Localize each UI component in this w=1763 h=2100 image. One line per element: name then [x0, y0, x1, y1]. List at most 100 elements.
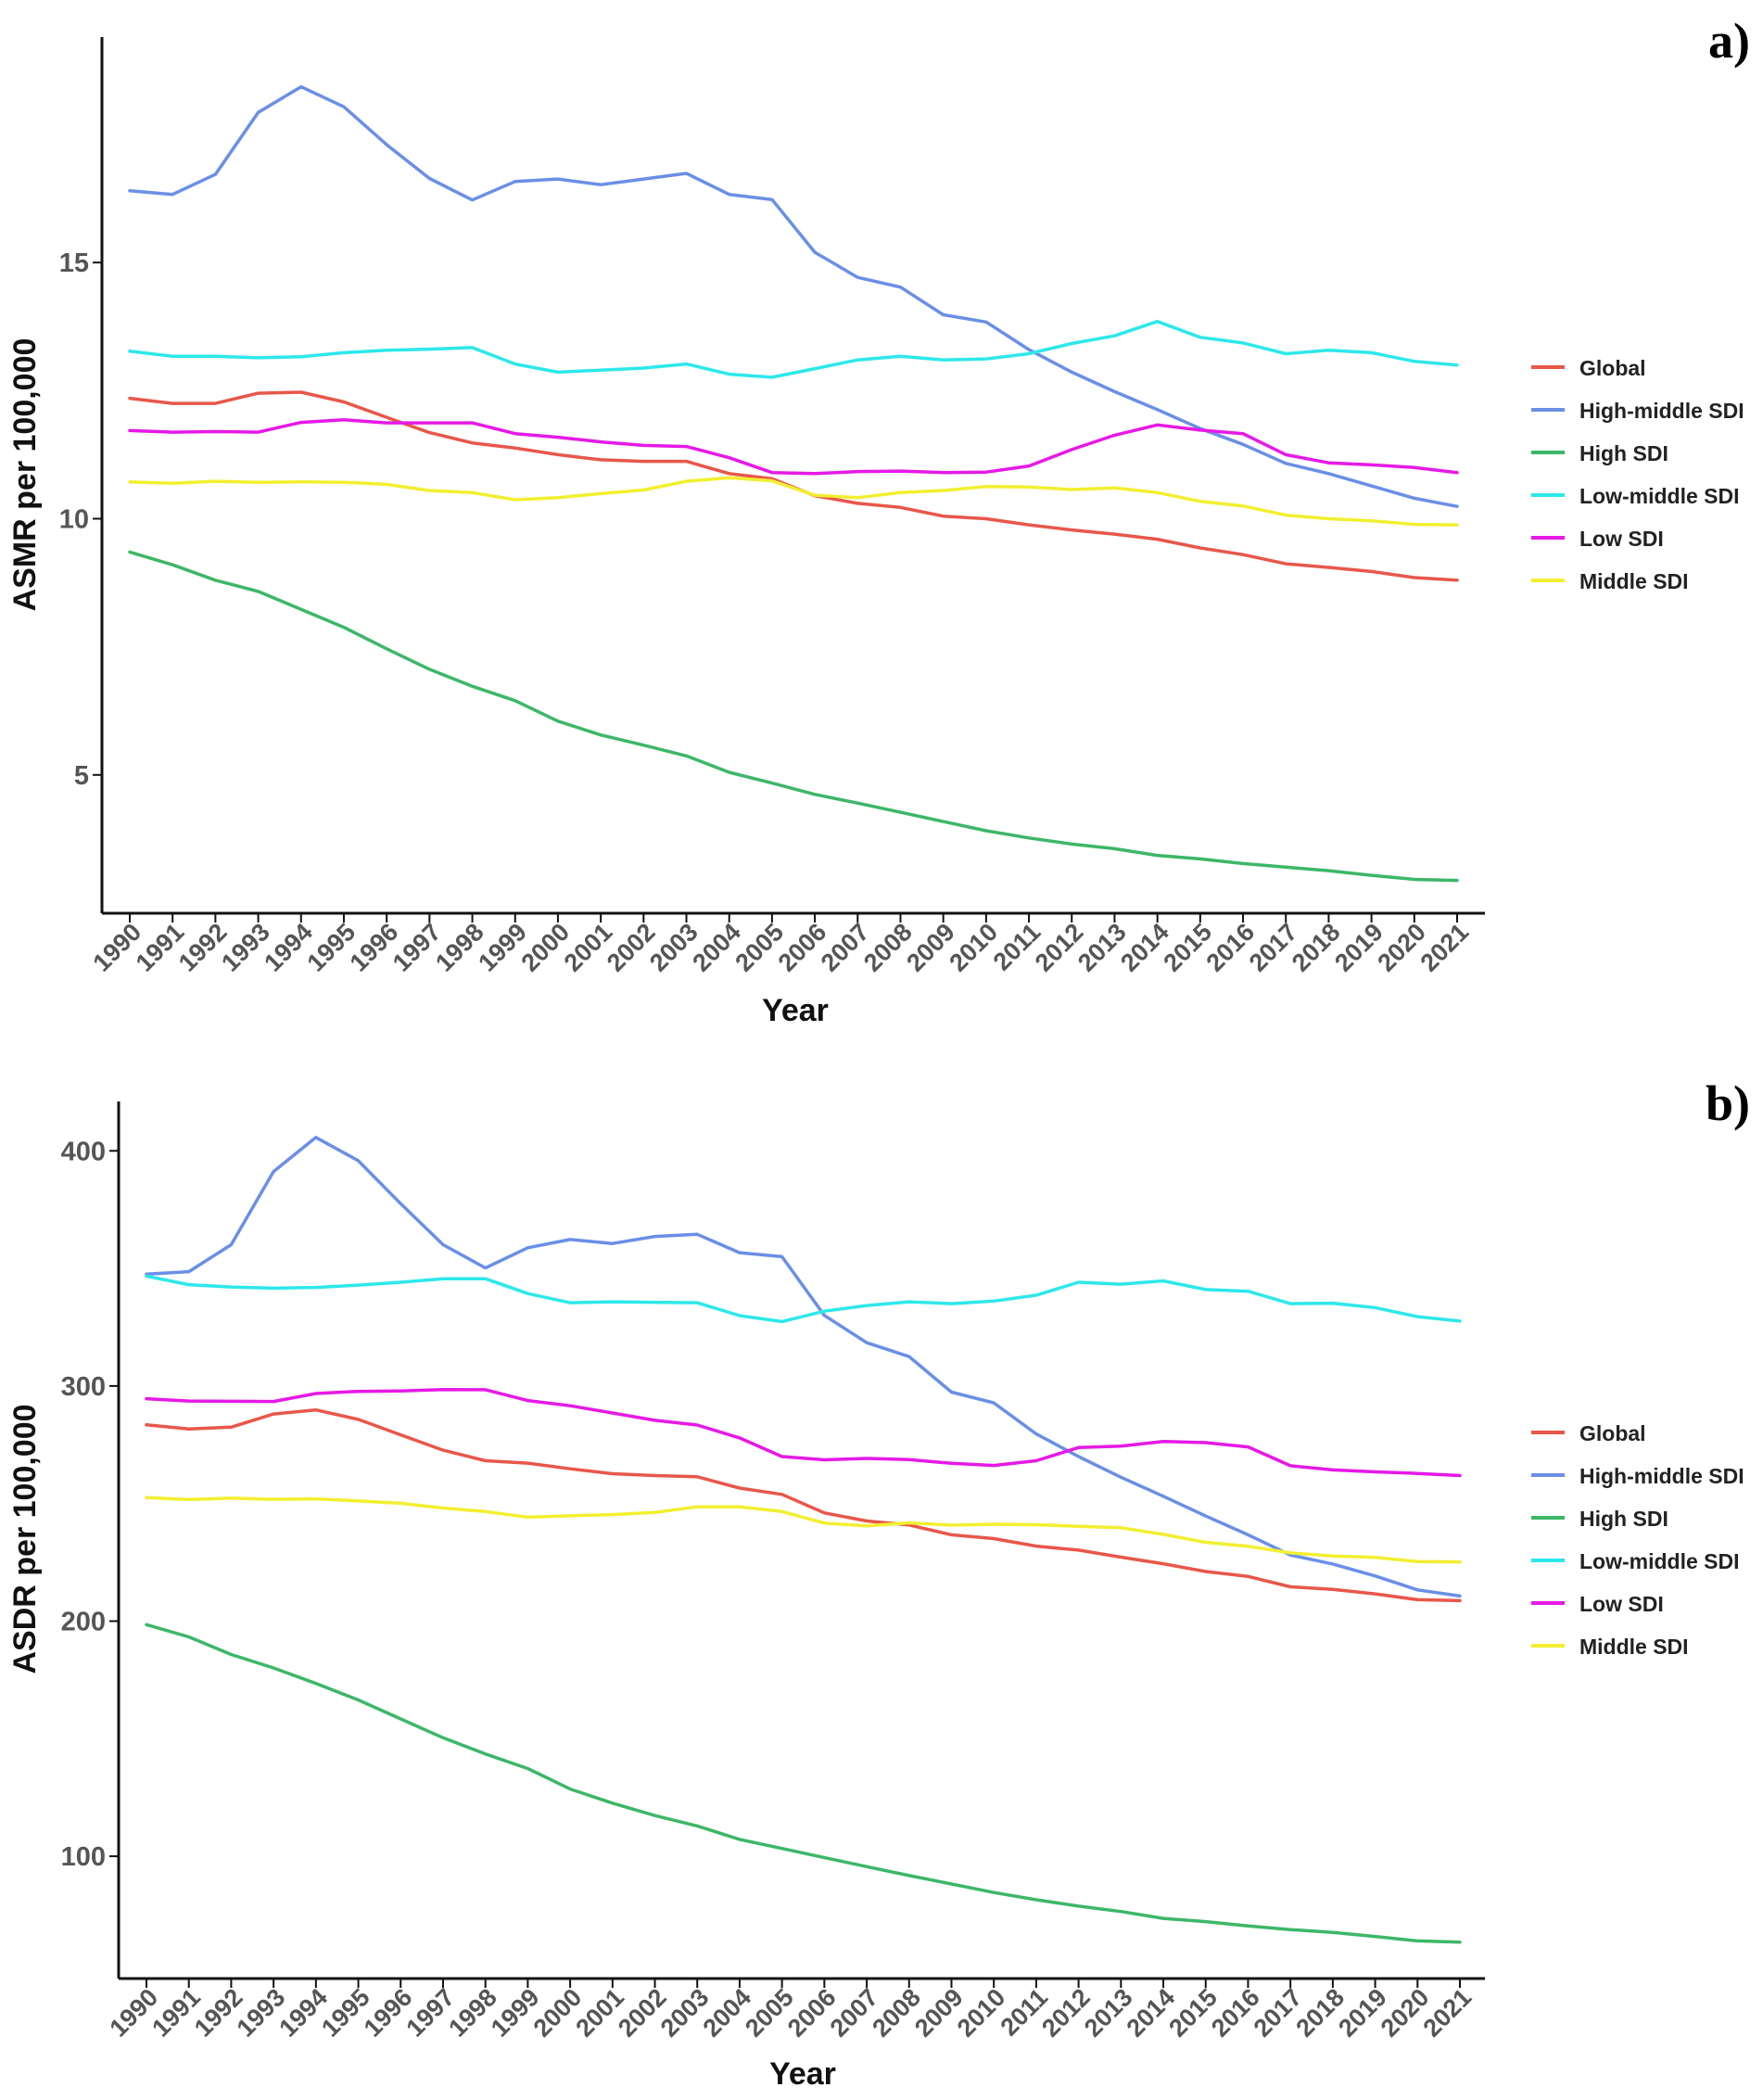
x-tick-label: 2015 — [1163, 1983, 1223, 2043]
x-tick-label: 2013 — [1079, 1983, 1138, 2043]
x-tick-label: 2014 — [1122, 1983, 1181, 2043]
x-tick-label: 2018 — [1290, 1983, 1350, 2043]
x-tick-label: 1997 — [401, 1983, 461, 2043]
panel-label: b) — [1706, 1075, 1750, 1131]
x-tick-label: 2002 — [602, 918, 661, 977]
x-tick-label: 2007 — [816, 918, 875, 977]
series-line-middle-sdi — [128, 476, 1459, 527]
legend-label: Low SDI — [1579, 1592, 1664, 1616]
x-tick-label: 1994 — [259, 918, 318, 977]
legend: Global High-middle SDI High SDI Low-middle … — [1531, 356, 1744, 593]
x-tick-label: 2021 — [1415, 918, 1475, 977]
y-tick-label: 100 — [61, 1842, 106, 1872]
series-line-global — [145, 1407, 1462, 1603]
legend: Global High-middle SDI High SDI Low-middle … — [1531, 1421, 1744, 1659]
y-tick-label: 300 — [61, 1372, 106, 1402]
x-tick-label: 2013 — [1072, 918, 1132, 977]
x-tick-label: 2016 — [1206, 1983, 1265, 2043]
x-tick-label: 2012 — [1030, 918, 1089, 977]
x-tick-label: 2019 — [1333, 1983, 1392, 2043]
x-tick-label: 2017 — [1249, 1983, 1308, 2043]
y-tick-label: 200 — [61, 1607, 106, 1636]
x-tick-label: 2001 — [559, 918, 618, 977]
x-tick-label: 2003 — [644, 918, 704, 977]
x-tick-label: 1996 — [345, 918, 404, 977]
legend-label: Middle SDI — [1579, 569, 1689, 593]
legend-label: High SDI — [1579, 1507, 1668, 1531]
x-tick-label: 1992 — [189, 1983, 248, 2043]
x-tick-label: 2010 — [952, 1983, 1011, 2043]
legend-label: Low-middle SDI — [1579, 484, 1740, 508]
x-tick-label: 2014 — [1115, 918, 1174, 977]
x-tick-label: 2018 — [1287, 918, 1346, 977]
series-line-low-middle-sdi — [128, 319, 1459, 379]
legend-label: High SDI — [1579, 441, 1668, 465]
x-tick-label: 1994 — [273, 1983, 333, 2043]
legend-label: Low SDI — [1579, 527, 1664, 551]
x-tick-label: 1991 — [131, 918, 190, 977]
x-tick-label: 2008 — [867, 1983, 926, 2043]
x-axis-title: Year — [769, 2056, 836, 2092]
x-tick-label: 2003 — [655, 1983, 715, 2043]
x-tick-label: 2002 — [613, 1983, 672, 2043]
y-tick-label: 5 — [74, 761, 89, 791]
chart-panel-b: 100 200 300 400 1990199119921993199419951996… — [7, 1075, 1750, 2092]
x-tick-label: 1990 — [88, 918, 147, 977]
x-tick-label: 1998 — [430, 918, 489, 977]
x-tick-label: 2008 — [858, 918, 918, 977]
legend-label: Middle SDI — [1579, 1635, 1689, 1659]
x-tick-label: 2020 — [1372, 918, 1431, 977]
x-tick-label: 2017 — [1244, 918, 1303, 977]
series-line-middle-sdi — [145, 1495, 1462, 1564]
x-tick-label: 1993 — [216, 918, 275, 977]
series-line-low-sdi — [128, 418, 1459, 476]
legend-label: High-middle SDI — [1579, 1464, 1744, 1488]
x-tick-label: 2007 — [825, 1983, 884, 2043]
x-tick-label: 2006 — [782, 1983, 842, 2043]
x-tick-label: 1997 — [387, 918, 447, 977]
legend-label: Global — [1579, 1421, 1646, 1445]
y-axis-title: ASDR per 100,000 — [7, 1404, 43, 1674]
x-tick-label: 1990 — [105, 1983, 164, 2043]
x-tick-label: 1995 — [302, 918, 361, 977]
series-line-low-middle-sdi — [145, 1274, 1462, 1324]
x-tick-label: 2005 — [729, 918, 789, 977]
x-tick-label: 2004 — [697, 1983, 756, 2043]
x-tick-label: 2011 — [988, 918, 1046, 976]
chart-panel-a: 5101519901991199219931994199519961997199… — [7, 13, 1750, 1028]
y-tick-label: 400 — [61, 1137, 106, 1166]
x-tick-label: 1991 — [146, 1983, 206, 2043]
y-tick-label: 10 — [59, 504, 89, 534]
legend-label: Global — [1579, 356, 1646, 380]
x-tick-label: 2015 — [1158, 918, 1217, 977]
series-line-high-middle-sdi — [145, 1136, 1462, 1598]
x-tick-label: 2001 — [570, 1983, 629, 2043]
x-tick-label: 2004 — [687, 918, 746, 977]
x-tick-label: 2009 — [909, 1983, 969, 2043]
x-tick-label: 2012 — [1036, 1983, 1096, 2043]
panel-label: a) — [1708, 13, 1750, 69]
x-tick-label: 2000 — [528, 1983, 588, 2043]
series-line-high-sdi — [145, 1623, 1462, 1944]
x-tick-label: 2009 — [901, 918, 960, 977]
y-axis-title: ASMR per 100,000 — [7, 338, 43, 612]
x-tick-label: 2020 — [1376, 1983, 1435, 2043]
x-tick-label: 2006 — [773, 918, 832, 977]
x-tick-label: 2010 — [944, 918, 1003, 977]
x-tick-label: 1995 — [316, 1983, 375, 2043]
x-tick-label: 2005 — [740, 1983, 799, 2043]
x-axis-title: Year — [762, 993, 829, 1028]
x-tick-label: 1993 — [232, 1983, 291, 2043]
x-tick-label: 2000 — [515, 918, 575, 977]
x-tick-label: 2011 — [996, 1983, 1054, 2042]
y-tick-label: 15 — [59, 248, 89, 278]
x-tick-label: 1996 — [359, 1983, 418, 2043]
x-tick-label: 1999 — [473, 918, 532, 977]
series-line-high-middle-sdi — [128, 84, 1459, 508]
legend-label: Low-middle SDI — [1579, 1549, 1740, 1573]
legend-label: High-middle SDI — [1579, 399, 1744, 423]
x-tick-label: 1992 — [173, 918, 233, 977]
series-line-high-sdi — [128, 550, 1459, 883]
series-line-low-sdi — [145, 1387, 1462, 1478]
